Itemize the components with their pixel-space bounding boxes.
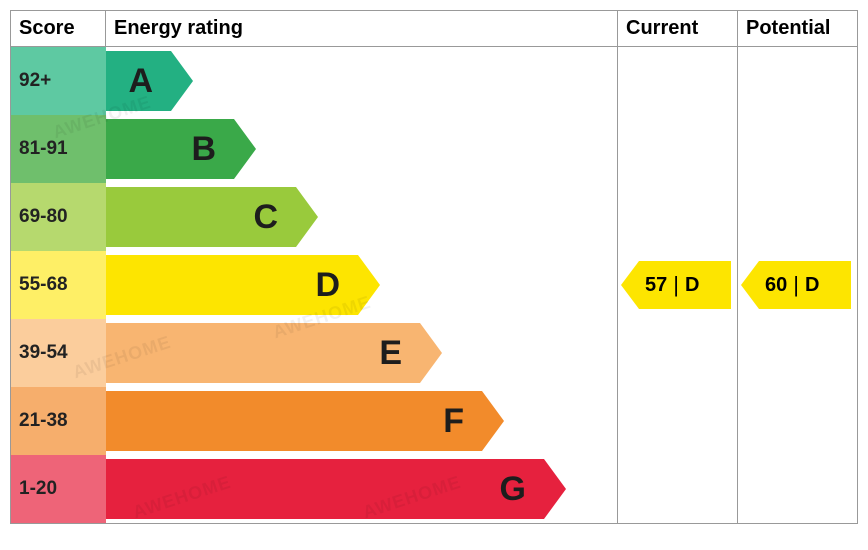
bar-row-f: F bbox=[106, 387, 617, 455]
potential-column: 60 | D bbox=[737, 47, 857, 523]
score-range-c: 69-80 bbox=[11, 183, 106, 251]
score-range-g: 1-20 bbox=[11, 455, 106, 523]
rating-bar-c: C bbox=[106, 187, 296, 247]
bar-row-g: G bbox=[106, 455, 617, 523]
rating-bar-f: F bbox=[106, 391, 482, 451]
rating-bar-g: G bbox=[106, 459, 544, 519]
potential-pointer: 60 | D bbox=[759, 261, 851, 309]
score-range-a: 92+ bbox=[11, 47, 106, 115]
bar-row-a: A bbox=[106, 47, 617, 115]
score-range-f: 21-38 bbox=[11, 387, 106, 455]
current-pointer-letter: D bbox=[685, 274, 699, 297]
rating-bar-e: E bbox=[106, 323, 420, 383]
score-range-e: 39-54 bbox=[11, 319, 106, 387]
potential-pointer-sep: | bbox=[793, 272, 799, 298]
score-range-d: 55-68 bbox=[11, 251, 106, 319]
header-potential: Potential bbox=[737, 11, 857, 46]
header-rating: Energy rating bbox=[106, 11, 617, 46]
header-row: Score Energy rating Current Potential bbox=[11, 11, 857, 47]
header-current: Current bbox=[617, 11, 737, 46]
bar-row-c: C bbox=[106, 183, 617, 251]
bar-row-d: D bbox=[106, 251, 617, 319]
bars-column: ABCDEFG bbox=[106, 47, 617, 523]
current-column: 57 | D bbox=[617, 47, 737, 523]
header-score: Score bbox=[11, 11, 106, 46]
current-pointer-score: 57 bbox=[645, 274, 667, 297]
bar-row-b: B bbox=[106, 115, 617, 183]
body-section: 92+81-9169-8055-6839-5421-381-20 ABCDEFG… bbox=[11, 47, 857, 523]
rating-bar-b: B bbox=[106, 119, 234, 179]
score-column: 92+81-9169-8055-6839-5421-381-20 bbox=[11, 47, 106, 523]
current-pointer-sep: | bbox=[673, 272, 679, 298]
rating-bar-a: A bbox=[106, 51, 171, 111]
rating-bar-d: D bbox=[106, 255, 358, 315]
bar-row-e: E bbox=[106, 319, 617, 387]
potential-pointer-score: 60 bbox=[765, 274, 787, 297]
score-range-b: 81-91 bbox=[11, 115, 106, 183]
epc-chart: Score Energy rating Current Potential 92… bbox=[10, 10, 858, 524]
current-pointer: 57 | D bbox=[639, 261, 731, 309]
potential-pointer-letter: D bbox=[805, 274, 819, 297]
